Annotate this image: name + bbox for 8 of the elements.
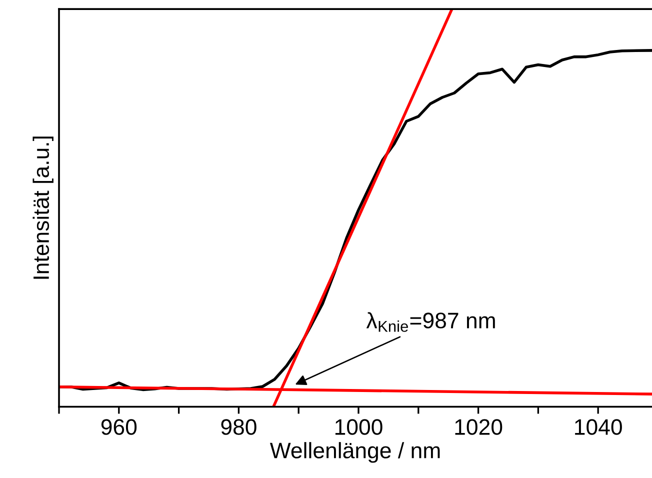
x-tick-label: 1000 [335, 419, 382, 435]
x-tick-label: 1020 [455, 419, 502, 435]
annotation: λ$_{Knie}$=987 nm [366, 312, 495, 332]
x-axis-title: Wellenlänge / nm [270, 442, 440, 463]
x-tick-label: 1040 [575, 419, 622, 435]
x-tick-label: 960 [101, 419, 137, 435]
x-tick-label: 980 [221, 419, 256, 435]
y-axis-title: Intensität [a.u.] [32, 136, 54, 279]
